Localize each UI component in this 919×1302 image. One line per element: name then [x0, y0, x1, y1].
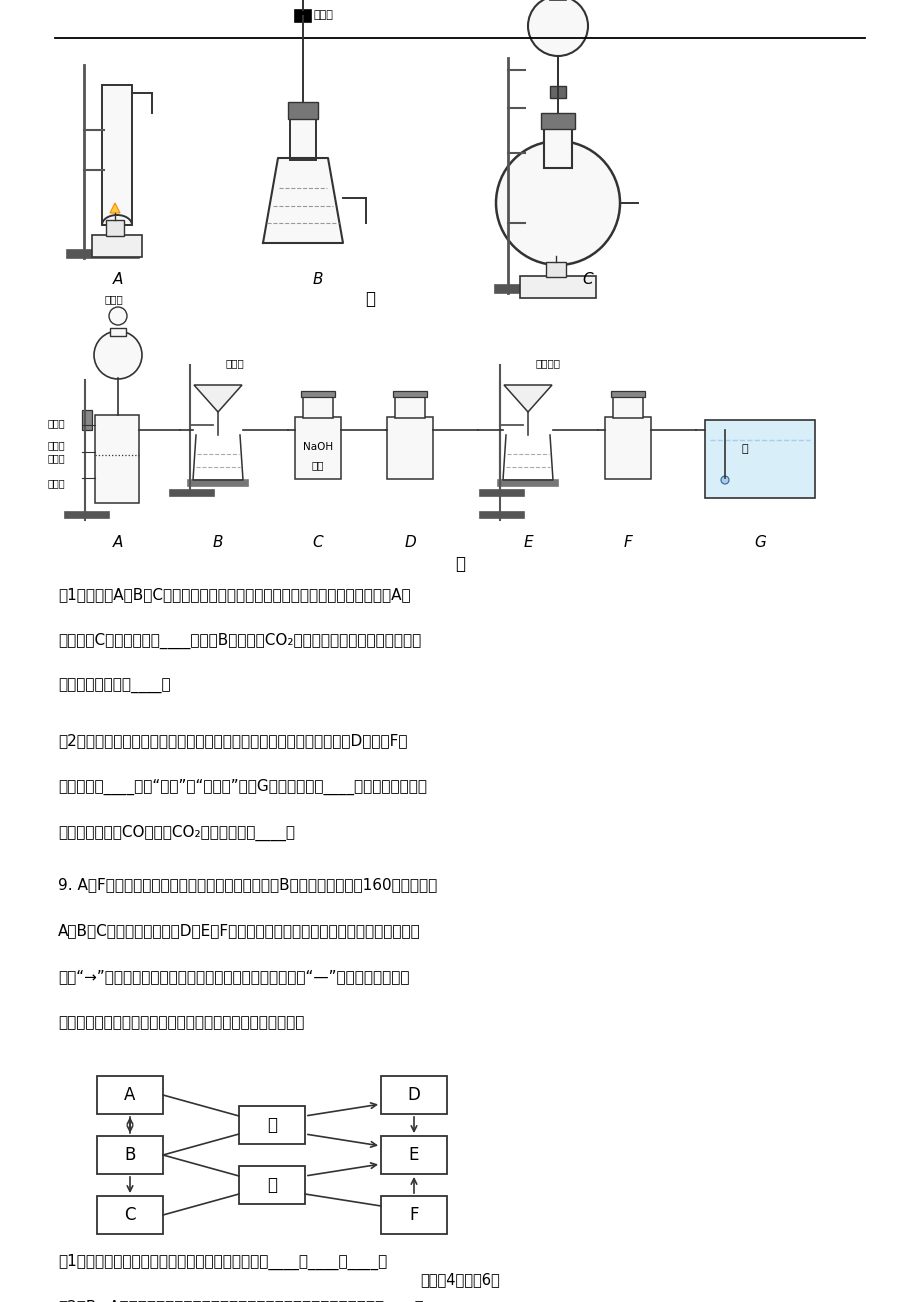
Text: 止水夹: 止水夹: [313, 10, 334, 20]
Text: A: A: [113, 272, 123, 286]
Text: 可观察到的现象是____。: 可观察到的现象是____。: [58, 680, 170, 694]
Text: 多孔塑: 多孔塑: [48, 440, 65, 450]
Text: 能发生化学反应，部分反应物、生成物及反应条件已略去）。: 能发生化学反应，部分反应物、生成物及反应条件已略去）。: [58, 1016, 304, 1030]
Bar: [387, 417, 433, 479]
Bar: [106, 220, 124, 236]
Bar: [96, 1197, 163, 1234]
Bar: [239, 1105, 305, 1144]
Bar: [545, 262, 565, 277]
Bar: [494, 285, 562, 293]
Text: A、B、C的物质类别不同，D、E、F的物质类别相同，它们之间有如图所示的转化关: A、B、C的物质类别不同，D、E、F的物质类别相同，它们之间有如图所示的转化关: [58, 923, 420, 937]
Bar: [102, 85, 131, 225]
Bar: [239, 1167, 305, 1204]
Circle shape: [94, 331, 142, 379]
Bar: [380, 1075, 447, 1115]
Bar: [295, 10, 311, 22]
Text: E: E: [408, 1146, 419, 1164]
Text: A: A: [124, 1086, 135, 1104]
Bar: [380, 1197, 447, 1234]
Text: 弹簧夹: 弹簧夹: [48, 418, 65, 428]
Bar: [394, 395, 425, 418]
Bar: [187, 480, 248, 486]
Text: （1）图甲中A、B、C三套发生装置都可用于实验室制取气体，若制取氧气，与A装: （1）图甲中A、B、C三套发生装置都可用于实验室制取气体，若制取氧气，与A装: [58, 587, 410, 602]
Bar: [380, 1137, 447, 1174]
Bar: [65, 512, 108, 518]
Text: 9. A～F和甲、乙是初中化学常见的八种物质，其中B是相对分子质量为160的氧化物，: 9. A～F和甲、乙是初中化学常见的八种物质，其中B是相对分子质量为160的氧化…: [58, 878, 437, 892]
Bar: [543, 128, 572, 168]
Text: 料隔板: 料隔板: [48, 453, 65, 464]
Bar: [110, 328, 126, 336]
Circle shape: [495, 141, 619, 266]
Text: G: G: [754, 535, 766, 549]
Text: D: D: [407, 1086, 420, 1104]
Polygon shape: [194, 385, 242, 411]
Bar: [550, 86, 565, 98]
Bar: [82, 410, 92, 430]
Bar: [95, 415, 139, 503]
Polygon shape: [504, 385, 551, 411]
Bar: [610, 391, 644, 397]
Bar: [288, 102, 318, 118]
Text: D: D: [403, 535, 415, 549]
Bar: [295, 417, 341, 479]
Text: E: E: [523, 535, 532, 549]
Bar: [480, 512, 524, 518]
Text: C: C: [312, 535, 323, 549]
Text: 稀盐酸: 稀盐酸: [105, 294, 124, 303]
Text: F: F: [409, 1206, 418, 1224]
Text: 水: 水: [742, 444, 748, 454]
Bar: [67, 250, 139, 258]
Bar: [301, 391, 335, 397]
Bar: [392, 391, 426, 397]
Text: B: B: [212, 535, 223, 549]
Text: 置所装试剂____（填“相同”或“不相同”），G装置的作用是____；能说明与赤铁矿: 置所装试剂____（填“相同”或“不相同”），G装置的作用是____；能说明与赤…: [58, 779, 426, 796]
Text: C: C: [582, 272, 593, 286]
Text: A: A: [113, 535, 123, 549]
Bar: [289, 118, 315, 160]
Text: 木炭粉: 木炭粉: [226, 358, 244, 368]
Text: （2）为了研究二氧化碳的化学性质，某同学设计了如图乙所示的实验，D装置和F装: （2）为了研究二氧化碳的化学性质，某同学设计了如图乙所示的实验，D装置和F装: [58, 733, 407, 749]
Polygon shape: [263, 158, 343, 243]
Text: 石灰石: 石灰石: [48, 478, 65, 488]
Text: 置相比，C装置的优点是____；利用B装置制取CO₂时，反应未停止前关闭止水夹，: 置相比，C装置的优点是____；利用B装置制取CO₂时，反应未停止前关闭止水夹，: [58, 633, 421, 650]
Text: 甲: 甲: [365, 290, 375, 309]
Bar: [704, 421, 814, 497]
Bar: [497, 480, 558, 486]
Text: 赤铁矿粉: 赤铁矿粉: [536, 358, 561, 368]
Bar: [302, 395, 333, 418]
Polygon shape: [110, 203, 119, 214]
Text: 甲: 甲: [267, 1116, 277, 1134]
Text: （1）若乙物质与纯碱有相同的元素，则乙的俗名是____、____或____。: （1）若乙物质与纯碱有相同的元素，则乙的俗名是____、____或____。: [58, 1254, 387, 1271]
Text: （2）B→A的反应有多个，请写出其中一个不属于基本反应类型的化学方程式____。: （2）B→A的反应有多个，请写出其中一个不属于基本反应类型的化学方程式____。: [58, 1299, 424, 1302]
Bar: [540, 113, 574, 129]
Bar: [170, 490, 214, 496]
Text: 粉反应的气体是CO而不是CO₂的实验现象是____。: 粉反应的气体是CO而不是CO₂的实验现象是____。: [58, 825, 295, 841]
Bar: [480, 490, 524, 496]
Bar: [96, 1137, 163, 1174]
Bar: [612, 395, 642, 418]
Circle shape: [720, 477, 728, 484]
Text: 试卷第4页，总6页: 试卷第4页，总6页: [420, 1272, 499, 1286]
Bar: [605, 417, 651, 479]
Text: 乙: 乙: [455, 555, 464, 573]
Text: F: F: [623, 535, 631, 549]
Text: 乙: 乙: [267, 1176, 277, 1194]
Text: 溶液: 溶液: [312, 460, 323, 470]
Text: B: B: [124, 1146, 135, 1164]
Bar: [519, 276, 596, 298]
Text: C: C: [124, 1206, 136, 1224]
Bar: [96, 1075, 163, 1115]
Circle shape: [108, 307, 127, 326]
Text: 系（“→”表示前一种物质经一步反应可转化为后一种物质，“—”表示相连两种物质: 系（“→”表示前一种物质经一步反应可转化为后一种物质，“—”表示相连两种物质: [58, 969, 409, 984]
Circle shape: [528, 0, 587, 56]
Text: B: B: [312, 272, 323, 286]
Bar: [92, 234, 142, 256]
Text: NaOH: NaOH: [302, 441, 333, 452]
